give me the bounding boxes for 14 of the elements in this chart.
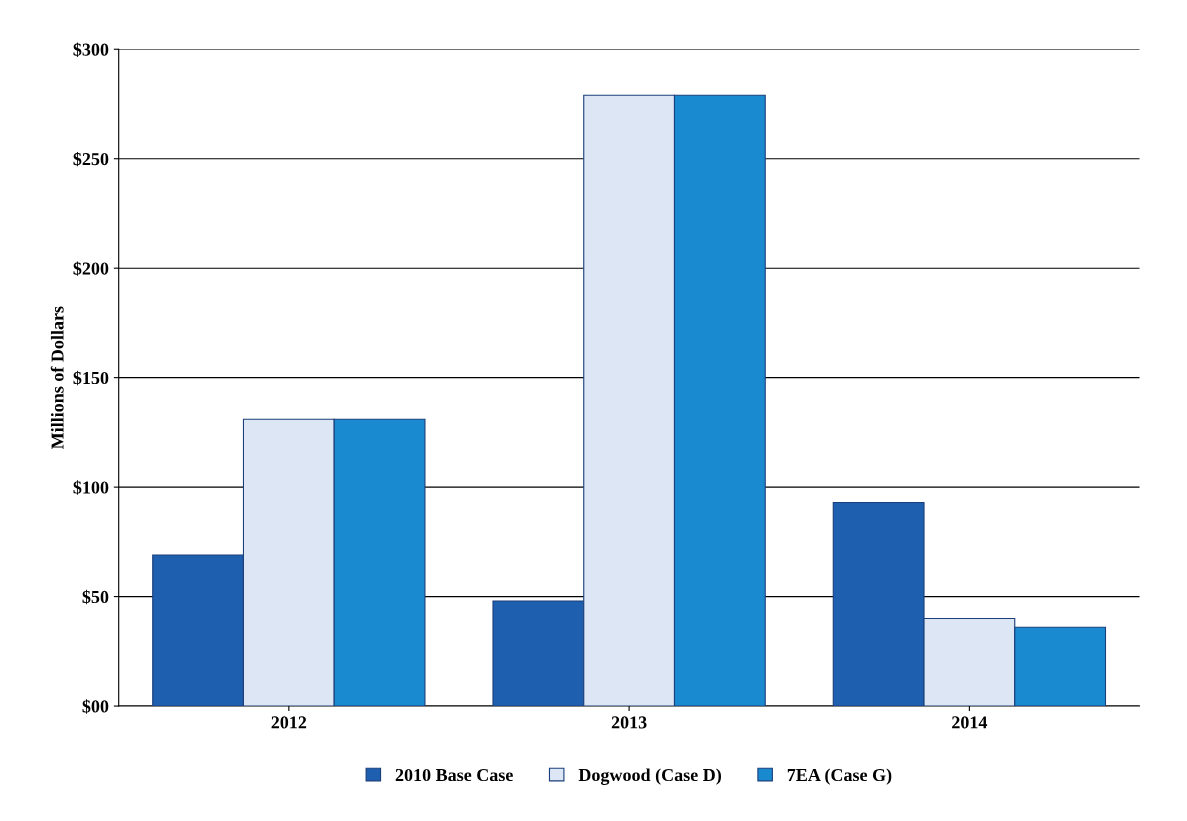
y-tick-label: $00 bbox=[82, 699, 109, 714]
y-tick-label: $250 bbox=[73, 151, 109, 167]
x-tick-label: 2013 bbox=[611, 716, 647, 729]
y-tick-label: $100 bbox=[73, 480, 109, 495]
y-tick-label: $200 bbox=[73, 261, 109, 276]
legend-label: 2010 Base Case bbox=[395, 768, 513, 782]
x-tick-label: 2012 bbox=[271, 716, 307, 729]
legend-label: 7EA (Case G) bbox=[787, 768, 892, 785]
y-tick-label: $300 bbox=[73, 42, 109, 57]
y-axis-title: Millions of Dollars bbox=[50, 306, 64, 450]
y-tick-label: $50 bbox=[82, 589, 109, 605]
legend-label: Dogwood (Case D) bbox=[578, 768, 721, 785]
y-tick-label: $150 bbox=[73, 370, 109, 386]
x-tick-label: 2014 bbox=[952, 716, 988, 729]
